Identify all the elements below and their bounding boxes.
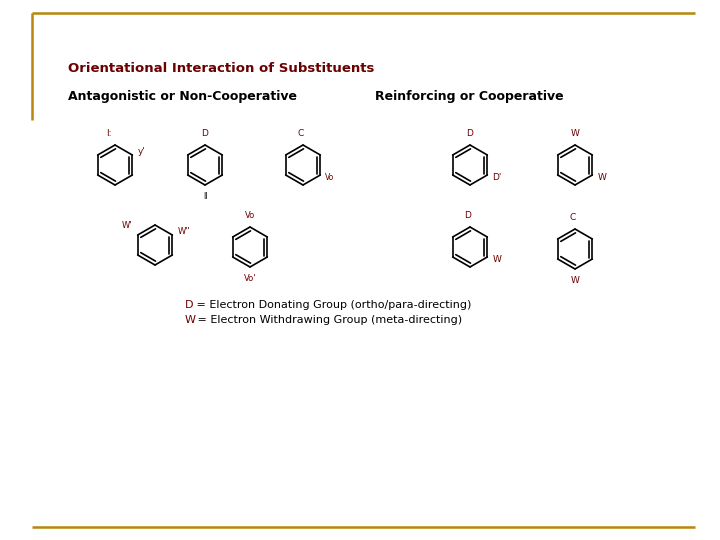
Text: D: D bbox=[467, 129, 474, 138]
Text: II: II bbox=[203, 192, 207, 201]
Text: W: W bbox=[598, 173, 606, 183]
Text: I:: I: bbox=[107, 129, 112, 138]
Text: W: W bbox=[492, 255, 501, 265]
Text: Orientational Interaction of Substituents: Orientational Interaction of Substituent… bbox=[68, 62, 374, 75]
Text: = Electron Withdrawing Group (meta-directing): = Electron Withdrawing Group (meta-direc… bbox=[194, 315, 462, 325]
Text: Antagonistic or Non-Cooperative: Antagonistic or Non-Cooperative bbox=[68, 90, 297, 103]
Text: W: W bbox=[570, 276, 580, 285]
Text: Vo: Vo bbox=[325, 173, 335, 183]
Text: W: W bbox=[185, 315, 196, 325]
Text: y': y' bbox=[138, 146, 145, 156]
Text: W: W bbox=[570, 129, 580, 138]
Text: D: D bbox=[202, 129, 208, 138]
Text: Reinforcing or Cooperative: Reinforcing or Cooperative bbox=[375, 90, 564, 103]
Text: D: D bbox=[464, 211, 472, 220]
Text: = Electron Donating Group (ortho/para-directing): = Electron Donating Group (ortho/para-di… bbox=[193, 300, 472, 310]
Text: Vo: Vo bbox=[245, 211, 255, 220]
Text: W': W' bbox=[122, 221, 132, 230]
Text: D': D' bbox=[492, 173, 502, 183]
Text: C: C bbox=[570, 213, 576, 222]
Text: D: D bbox=[185, 300, 194, 310]
Text: C: C bbox=[298, 129, 304, 138]
Text: Vo': Vo' bbox=[244, 274, 256, 283]
Text: W'': W'' bbox=[177, 227, 190, 237]
